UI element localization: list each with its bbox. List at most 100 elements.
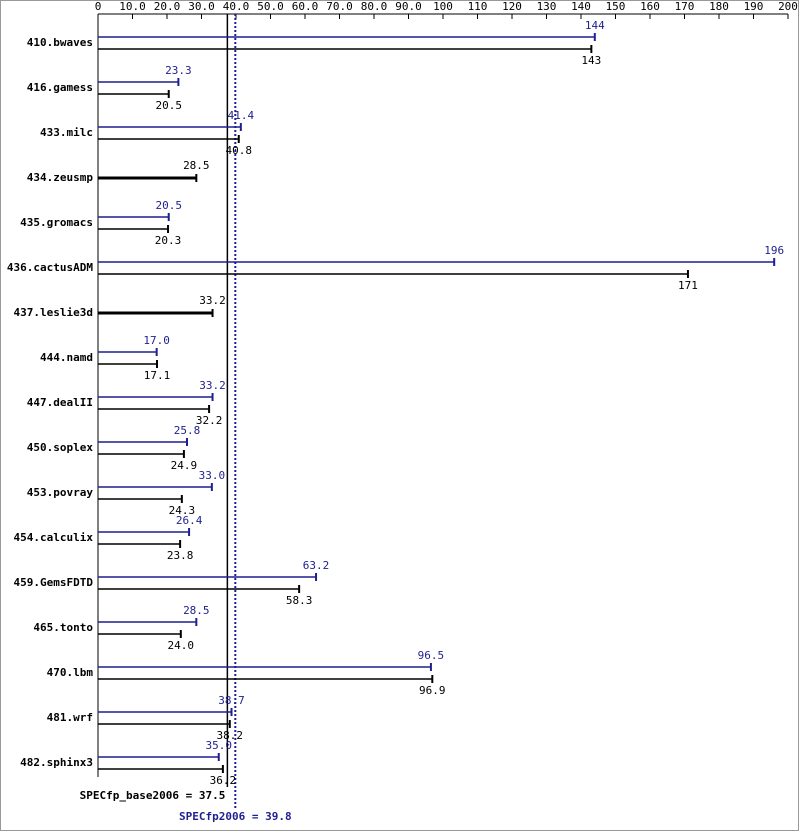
category-label: 433.milc bbox=[40, 126, 93, 139]
bar bbox=[98, 450, 185, 458]
value-label: 32.2 bbox=[196, 414, 223, 427]
value-label: 24.0 bbox=[168, 639, 195, 652]
value-label: 23.8 bbox=[167, 549, 194, 562]
value-label: 24.3 bbox=[169, 504, 196, 517]
bar bbox=[98, 630, 182, 638]
x-tick-label: 20.0 bbox=[154, 0, 181, 13]
value-label: 143 bbox=[581, 54, 601, 67]
x-tick-label: 60.0 bbox=[292, 0, 319, 13]
bar bbox=[98, 174, 198, 182]
category-label: 447.dealII bbox=[27, 396, 93, 409]
category-label: 481.wrf bbox=[47, 711, 93, 724]
value-label: 38.2 bbox=[217, 729, 244, 742]
x-tick-label: 180 bbox=[709, 0, 729, 13]
bar bbox=[98, 135, 240, 143]
bar bbox=[98, 495, 183, 503]
bar bbox=[98, 663, 432, 671]
bar bbox=[98, 270, 689, 278]
category-label: 470.lbm bbox=[47, 666, 94, 679]
x-tick-label: 110 bbox=[468, 0, 488, 13]
category-label: 434.zeusmp bbox=[27, 171, 94, 184]
category-label: 453.povray bbox=[27, 486, 94, 499]
bar bbox=[98, 708, 233, 716]
x-tick-label: 170 bbox=[675, 0, 695, 13]
bar bbox=[98, 618, 198, 626]
category-label: 436.cactusADM bbox=[7, 261, 93, 274]
value-label: 24.9 bbox=[171, 459, 198, 472]
value-label: 35.0 bbox=[206, 739, 233, 752]
reference-label-text: SPECfp_base2006 = bbox=[80, 789, 193, 802]
bar bbox=[98, 528, 191, 536]
value-label: 41.4 bbox=[228, 109, 255, 122]
bar bbox=[98, 123, 242, 131]
bar bbox=[98, 483, 213, 491]
category-label: 444.namd bbox=[40, 351, 93, 364]
bar bbox=[98, 585, 301, 593]
value-label: 28.5 bbox=[183, 604, 210, 617]
bar bbox=[98, 573, 318, 581]
bar bbox=[98, 540, 182, 548]
reference-label: SPECfp_base2006 = 37.5 bbox=[80, 789, 226, 802]
value-label: 96.9 bbox=[419, 684, 446, 697]
category-label: 459.GemsFDTD bbox=[14, 576, 94, 589]
value-label: 20.5 bbox=[155, 199, 182, 212]
bar bbox=[98, 393, 214, 401]
x-tick-label: 160 bbox=[640, 0, 660, 13]
bar bbox=[98, 45, 593, 53]
bar bbox=[98, 675, 434, 683]
bar bbox=[98, 360, 158, 368]
bar bbox=[98, 258, 776, 266]
reference-label: SPECfp2006 = 39.8 bbox=[179, 810, 292, 823]
x-tick-label: 90.0 bbox=[395, 0, 422, 13]
bar bbox=[98, 225, 170, 233]
x-tick-label: 190 bbox=[744, 0, 764, 13]
category-label: 437.leslie3d bbox=[14, 306, 93, 319]
category-label: 454.calculix bbox=[14, 531, 94, 544]
x-tick-label: 100 bbox=[433, 0, 453, 13]
value-label: 20.5 bbox=[155, 99, 182, 112]
x-tick-label: 10.0 bbox=[119, 0, 146, 13]
bar bbox=[98, 213, 170, 221]
value-label: 33.0 bbox=[199, 469, 226, 482]
x-tick-label: 200 bbox=[778, 0, 798, 13]
x-tick-label: 0 bbox=[95, 0, 102, 13]
reference-label-value: 39.8 bbox=[265, 810, 292, 823]
value-label: 25.8 bbox=[174, 424, 201, 437]
value-label: 196 bbox=[764, 244, 784, 257]
value-label: 23.3 bbox=[165, 64, 192, 77]
category-label: 482.sphinx3 bbox=[20, 756, 93, 769]
bar bbox=[98, 78, 180, 86]
value-label: 63.2 bbox=[303, 559, 330, 572]
value-label: 171 bbox=[678, 279, 698, 292]
category-label: 450.soplex bbox=[27, 441, 94, 454]
value-label: 28.5 bbox=[183, 159, 210, 172]
x-tick-label: 130 bbox=[537, 0, 557, 13]
category-label: 416.gamess bbox=[27, 81, 93, 94]
value-label: 17.1 bbox=[144, 369, 171, 382]
reference-label-text: SPECfp2006 = bbox=[179, 810, 259, 823]
x-tick-label: 40.0 bbox=[223, 0, 250, 13]
bar bbox=[98, 33, 596, 41]
category-label: 465.tonto bbox=[33, 621, 93, 634]
value-label: 40.8 bbox=[226, 144, 253, 157]
value-label: 20.3 bbox=[155, 234, 182, 247]
bar bbox=[98, 405, 211, 413]
x-tick-label: 30.0 bbox=[188, 0, 215, 13]
value-label: 58.3 bbox=[286, 594, 313, 607]
bar bbox=[98, 765, 224, 773]
value-label: 33.2 bbox=[199, 294, 226, 307]
bar bbox=[98, 438, 189, 446]
category-label: 410.bwaves bbox=[27, 36, 93, 49]
bar bbox=[98, 90, 170, 98]
category-label: 435.gromacs bbox=[20, 216, 93, 229]
x-tick-label: 120 bbox=[502, 0, 522, 13]
value-label: 96.5 bbox=[418, 649, 445, 662]
value-label: 26.4 bbox=[176, 514, 203, 527]
x-tick-label: 70.0 bbox=[326, 0, 353, 13]
bar bbox=[98, 720, 231, 728]
bar bbox=[98, 309, 214, 317]
reference-label-value: 37.5 bbox=[199, 789, 226, 802]
